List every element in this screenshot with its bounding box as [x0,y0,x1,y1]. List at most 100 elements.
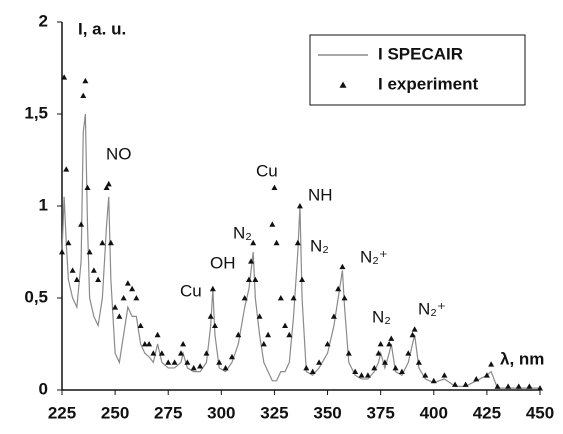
spectrum-line [61,113,540,389]
legend-box [309,34,526,106]
peak-annotation: N₂ [310,236,329,255]
data-point [277,295,284,301]
x-tick-label: 350 [313,403,341,422]
data-point [137,322,144,328]
data-point [107,239,114,246]
x-axis-label: λ, nm [500,349,544,368]
x-tick-label: 450 [526,403,554,422]
peak-annotation: OH [210,253,236,272]
data-point [494,383,501,389]
data-point [203,350,210,356]
data-point [473,375,480,382]
data-point [441,372,448,378]
data-point [296,203,303,209]
data-point [505,383,512,389]
data-point [84,184,91,190]
data-point [411,326,418,332]
data-point [303,364,310,371]
data-point [158,350,165,356]
data-point [99,239,106,246]
data-point [335,285,342,292]
y-tick-label: 1,5 [24,103,48,122]
data-point [252,276,259,282]
y-tick-label: 0 [39,379,48,398]
peak-annotation: N₂⁺ [418,299,446,318]
data-point [388,335,395,341]
data-point [216,359,223,365]
data-point [180,341,187,347]
data-point [415,359,422,365]
peak-annotation: N₂ [372,307,391,326]
data-point [141,341,148,347]
x-tick-label: 275 [154,403,182,422]
data-point [184,359,191,365]
y-axis-label: I, a. u. [78,19,126,38]
data-point [377,341,384,347]
data-point [269,221,276,227]
data-point [124,280,131,286]
x-tick-label: 425 [473,403,501,422]
data-point [422,372,429,378]
data-point [290,295,297,301]
data-point [537,385,543,391]
x-tick-label: 325 [260,403,288,422]
data-point [526,383,533,389]
data-point [171,359,178,365]
data-point [82,77,89,84]
data-point [61,74,68,80]
data-point [209,285,216,292]
data-point [381,359,388,365]
data-point [316,359,323,365]
data-point [133,295,140,301]
data-point [286,331,293,338]
data-point [250,239,257,246]
data-point [73,276,80,282]
data-point [260,341,267,347]
peak-annotation: N₂⁺ [360,247,388,266]
x-tick-label: 400 [420,403,448,422]
data-point [190,364,197,371]
data-point [405,350,412,356]
data-point [69,267,76,273]
data-point [282,322,289,328]
data-point [248,258,255,264]
data-point [177,350,184,356]
data-point [386,341,393,347]
data-point [392,364,399,371]
data-point [515,383,522,389]
x-tick-label: 250 [101,403,129,422]
data-point [330,313,337,319]
x-tick-label: 300 [207,403,235,422]
legend-swatch [339,81,347,88]
data-point [59,249,65,255]
data-point [324,341,331,347]
data-point [452,381,459,387]
legend-label: I experiment [378,74,478,93]
data-point [150,350,157,356]
data-point [105,180,112,187]
data-point [207,313,214,319]
peak-annotation: Cu [180,281,202,300]
data-point [241,295,248,301]
data-point [294,239,301,246]
data-point [228,353,235,360]
peak-annotation: N₂ [233,223,252,242]
data-point [146,341,153,347]
legend-label: I SPECAIR [378,44,463,63]
data-point [256,313,263,319]
data-point [273,239,280,246]
data-point [265,331,272,338]
data-point [112,304,119,310]
data-point [358,372,365,378]
data-point [483,372,490,378]
data-point [339,263,346,270]
data-point [352,368,359,374]
data-point [345,350,352,356]
x-tick-label: 225 [48,403,76,422]
data-point [103,184,110,190]
data-point [462,381,469,387]
data-point [245,276,252,282]
data-point [409,331,416,338]
